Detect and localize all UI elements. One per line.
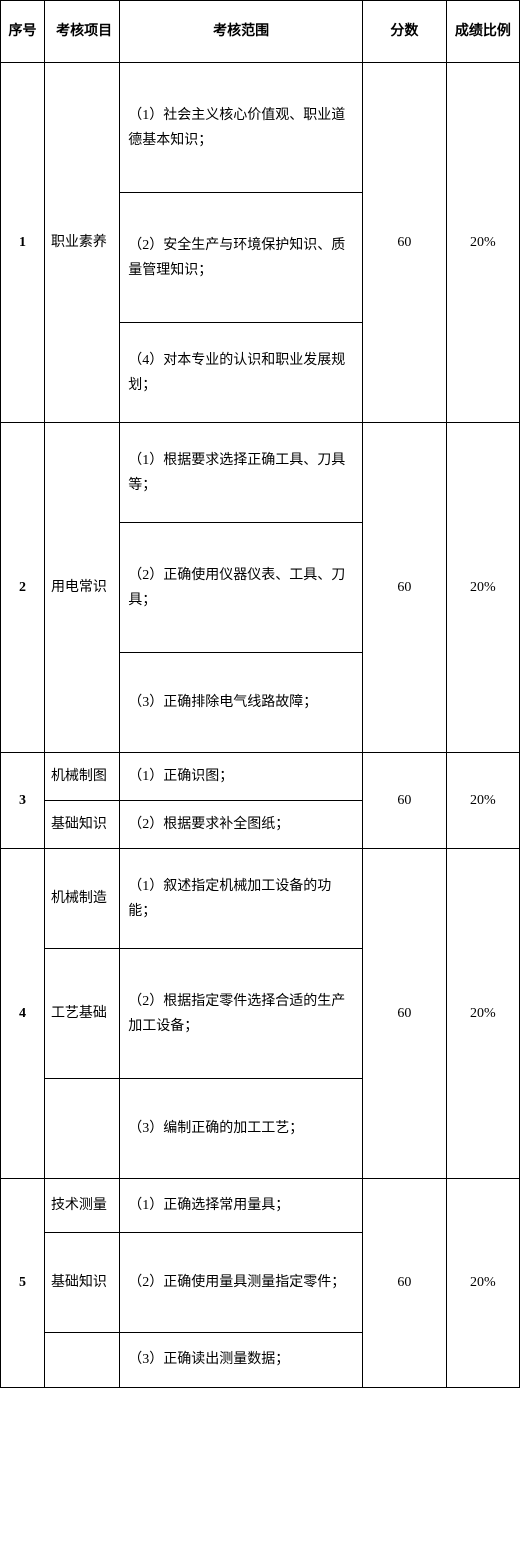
scope-cell: （1）社会主义核心价值观、职业道德基本知识； <box>120 63 363 193</box>
item-cell <box>44 1333 119 1387</box>
ratio-cell: 20% <box>446 63 519 423</box>
item-cell: 职业素养 <box>44 63 119 423</box>
seq-cell: 5 <box>1 1179 45 1387</box>
scope-cell: （1）正确选择常用量具； <box>120 1179 363 1233</box>
header-scope: 考核范围 <box>120 1 363 63</box>
item-cell: 机械制造 <box>44 849 119 949</box>
scope-cell: （2）根据指定零件选择合适的生产加工设备； <box>120 949 363 1079</box>
item-cell: 工艺基础 <box>44 949 119 1079</box>
table-row: 5 技术测量 （1）正确选择常用量具； 60 20% <box>1 1179 520 1233</box>
table-row: 1 职业素养 （1）社会主义核心价值观、职业道德基本知识； 60 20% <box>1 63 520 193</box>
seq-cell: 4 <box>1 849 45 1179</box>
score-cell: 60 <box>363 1179 447 1387</box>
scope-cell: （2）正确使用仪器仪表、工具、刀具； <box>120 523 363 653</box>
table-row: 3 机械制图 （1）正确识图； 60 20% <box>1 753 520 801</box>
scope-cell: （3）编制正确的加工工艺； <box>120 1079 363 1179</box>
ratio-cell: 20% <box>446 849 519 1179</box>
seq-cell: 3 <box>1 753 45 849</box>
header-item: 考核项目 <box>44 1 119 63</box>
item-cell: 技术测量 <box>44 1179 119 1233</box>
scope-cell: （3）正确读出测量数据； <box>120 1333 363 1387</box>
item-cell: 基础知识 <box>44 801 119 849</box>
scope-cell: （2）安全生产与环境保护知识、质量管理知识； <box>120 193 363 323</box>
table-row: 2 用电常识 （1）根据要求选择正确工具、刀具等； 60 20% <box>1 423 520 523</box>
table-header-row: 序号 考核项目 考核范围 分数 成绩比例 <box>1 1 520 63</box>
scope-cell: （1）叙述指定机械加工设备的功能； <box>120 849 363 949</box>
header-ratio: 成绩比例 <box>446 1 519 63</box>
scope-cell: （1）根据要求选择正确工具、刀具等； <box>120 423 363 523</box>
score-cell: 60 <box>363 849 447 1179</box>
assessment-table: 序号 考核项目 考核范围 分数 成绩比例 1 职业素养 （1）社会主义核心价值观… <box>0 0 520 1388</box>
scope-cell: （4）对本专业的认识和职业发展规划； <box>120 323 363 423</box>
score-cell: 60 <box>363 423 447 753</box>
seq-cell: 1 <box>1 63 45 423</box>
scope-cell: （1）正确识图； <box>120 753 363 801</box>
scope-cell: （3）正确排除电气线路故障； <box>120 653 363 753</box>
scope-cell: （2）正确使用量具测量指定零件； <box>120 1233 363 1333</box>
header-score: 分数 <box>363 1 447 63</box>
item-cell <box>44 1079 119 1179</box>
ratio-cell: 20% <box>446 1179 519 1387</box>
ratio-cell: 20% <box>446 753 519 849</box>
ratio-cell: 20% <box>446 423 519 753</box>
scope-cell: （2）根据要求补全图纸； <box>120 801 363 849</box>
item-cell: 基础知识 <box>44 1233 119 1333</box>
item-cell: 机械制图 <box>44 753 119 801</box>
seq-cell: 2 <box>1 423 45 753</box>
item-cell: 用电常识 <box>44 423 119 753</box>
score-cell: 60 <box>363 753 447 849</box>
score-cell: 60 <box>363 63 447 423</box>
table-row: 4 机械制造 （1）叙述指定机械加工设备的功能； 60 20% <box>1 849 520 949</box>
header-seq: 序号 <box>1 1 45 63</box>
